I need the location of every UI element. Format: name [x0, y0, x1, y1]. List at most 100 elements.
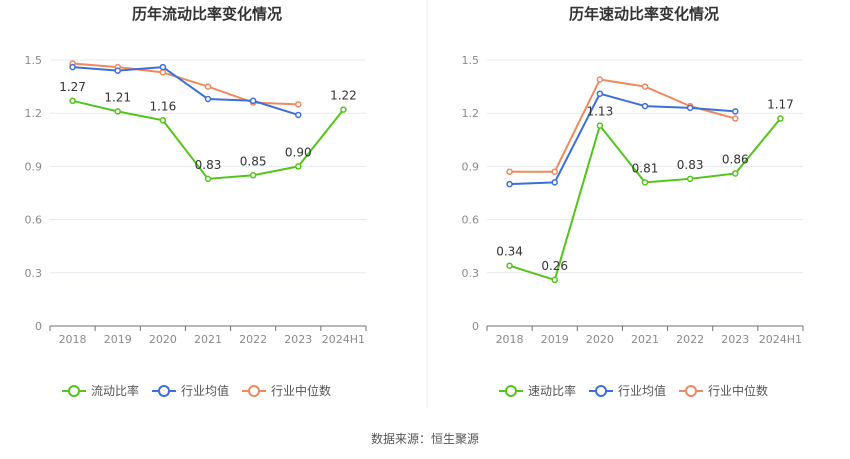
x-tick-label: 2019 — [104, 333, 132, 346]
legend-item[interactable]: 行业中位数 — [679, 383, 768, 398]
data-label: 0.86 — [722, 152, 749, 166]
data-point — [641, 102, 649, 110]
data-label: 1.17 — [767, 98, 794, 112]
series-line — [509, 92, 736, 186]
data-point — [249, 172, 257, 179]
data-point — [114, 67, 121, 74]
x-tick-label: 2021 — [194, 333, 222, 346]
data-point — [551, 168, 558, 175]
legend-item[interactable]: 速动比率 — [499, 383, 576, 398]
data-label: 0.81 — [632, 161, 659, 175]
y-tick-label: 0 — [35, 320, 42, 333]
data-point — [114, 108, 121, 115]
x-tick-label: 2023 — [721, 333, 749, 346]
x-tick-label: 2018 — [496, 333, 524, 346]
x-tick-label: 2018 — [59, 333, 87, 346]
data-point — [641, 83, 649, 90]
y-tick-label: 0.9 — [25, 160, 43, 173]
data-point — [204, 175, 212, 183]
x-tick-label: 2022 — [239, 333, 267, 346]
x-tick-label: 2021 — [631, 333, 659, 346]
data-point — [732, 108, 739, 115]
data-point — [204, 95, 212, 103]
data-point — [777, 115, 784, 122]
legend-label: 行业中位数 — [271, 383, 331, 398]
data-point — [69, 63, 76, 71]
y-tick-label: 0.6 — [25, 214, 43, 227]
data-label: 1.27 — [59, 80, 86, 94]
y-tick-label: 1.5 — [25, 54, 43, 67]
y-tick-label: 0 — [472, 320, 479, 333]
y-tick-label: 1.2 — [462, 107, 480, 120]
legend-item[interactable]: 行业均值 — [589, 383, 666, 398]
series-line — [72, 66, 299, 116]
data-label: 1.21 — [104, 90, 131, 104]
data-point — [69, 97, 76, 105]
legend-label: 行业均值 — [181, 383, 229, 398]
data-point — [295, 163, 302, 170]
data-point — [641, 179, 649, 186]
series-line — [509, 117, 782, 281]
legend-item[interactable]: 行业中位数 — [242, 383, 331, 398]
legend-marker-icon — [685, 385, 697, 397]
x-tick-label: 2020 — [149, 333, 177, 346]
y-tick-label: 0.3 — [462, 267, 480, 280]
chart-title: 历年流动比率变化情况 — [132, 5, 282, 23]
legend-marker-icon — [505, 385, 517, 397]
data-label: 0.85 — [240, 154, 267, 168]
data-point — [596, 122, 604, 129]
data-label: 0.83 — [195, 158, 222, 172]
legend-item[interactable]: 行业均值 — [152, 383, 229, 398]
data-point — [506, 180, 513, 188]
data-point — [506, 262, 513, 269]
y-tick-label: 0.9 — [462, 160, 480, 173]
x-tick-label: 2023 — [284, 333, 312, 346]
legend-marker-icon — [248, 385, 260, 397]
data-point — [340, 106, 347, 113]
data-point — [159, 63, 167, 71]
data-label: 0.90 — [285, 145, 312, 159]
y-tick-label: 1.5 — [462, 54, 480, 67]
legend-label: 速动比率 — [528, 383, 576, 398]
data-point — [732, 115, 739, 122]
x-tick-label: 2019 — [541, 333, 569, 346]
data-point — [732, 170, 739, 177]
y-tick-label: 0.6 — [462, 214, 480, 227]
legend-marker-icon — [595, 385, 607, 397]
legend-marker-icon — [158, 385, 170, 397]
legend-item[interactable]: 流动比率 — [62, 383, 139, 398]
data-label: 1.16 — [149, 99, 176, 113]
data-point — [551, 276, 558, 284]
data-point — [249, 97, 257, 105]
data-point — [295, 111, 302, 119]
data-point — [551, 179, 558, 186]
data-label: 0.34 — [496, 245, 523, 259]
legend-label: 行业中位数 — [708, 383, 768, 398]
data-label: 0.26 — [541, 259, 568, 273]
x-tick-label: 2020 — [586, 333, 614, 346]
data-label: 1.22 — [330, 89, 357, 103]
data-source: 数据来源：恒生聚源 — [371, 431, 479, 446]
y-tick-label: 1.2 — [25, 107, 43, 120]
legend-label: 行业均值 — [618, 383, 666, 398]
data-point — [686, 104, 694, 112]
data-point — [506, 168, 513, 175]
data-point — [686, 175, 694, 183]
x-tick-label: 2024H1 — [322, 333, 365, 346]
x-tick-label: 2022 — [676, 333, 704, 346]
data-point — [295, 101, 302, 108]
quick-ratio-panel: 历年速动比率变化情况 0 0.3 0.6 0.9 1.2 1.5 2018 2019 2020 2… — [462, 5, 804, 398]
current-ratio-panel: 历年流动比率变化情况 0 0.3 0.6 0.9 1.2 1.5 2018 2019 2020 2… — [25, 5, 367, 398]
y-tick-label: 0.3 — [25, 267, 43, 280]
data-point — [596, 76, 604, 83]
data-point — [596, 90, 604, 97]
data-point — [204, 83, 212, 90]
legend-label: 流动比率 — [91, 383, 139, 398]
data-label: 1.13 — [586, 105, 613, 119]
data-label: 0.83 — [677, 158, 704, 172]
chart-title: 历年速动比率变化情况 — [569, 5, 719, 23]
data-point — [159, 117, 167, 124]
x-tick-label: 2024H1 — [759, 333, 802, 346]
legend-marker-icon — [68, 385, 80, 397]
